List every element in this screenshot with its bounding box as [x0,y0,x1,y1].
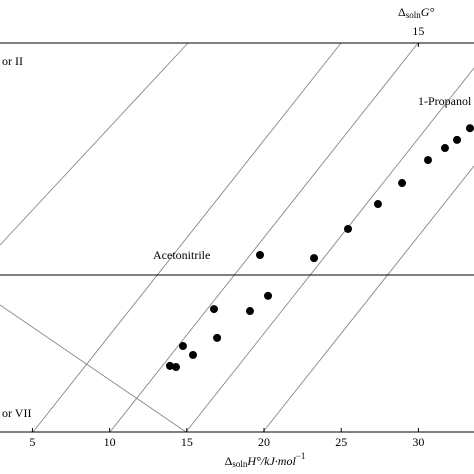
annotation: or II [2,54,23,68]
annotation: 1-Propanol [418,94,472,108]
x-tick-label: 30 [412,435,424,449]
data-point [423,156,432,165]
data-point [256,251,265,260]
guide-line [0,304,187,433]
data-point [172,363,181,372]
annotation: or VII [2,406,31,420]
data-point [245,307,254,316]
data-point [440,144,449,153]
data-point [453,135,462,144]
guide-line [185,67,474,433]
x2-axis-label: ΔsolnG° [398,5,434,20]
annotation: Acetonitrile [153,248,210,262]
guide-line [32,42,342,433]
data-point [344,224,353,233]
data-point [165,361,174,370]
x-tick-label: 20 [258,435,270,449]
data-point [398,179,407,188]
x-tick-label: 25 [335,435,347,449]
guide-line [109,42,419,433]
data-point [465,124,474,133]
data-point [213,333,222,342]
x-axis-label: ΔsolnH°/kJ·mol−1 [225,451,306,469]
data-point [373,200,382,209]
data-point [209,305,218,314]
x-tick-label: 15 [181,435,193,449]
data-point [188,350,197,359]
data-point [178,342,187,351]
guide-line [262,165,474,433]
x-tick-label: 5 [29,435,35,449]
data-point [310,254,319,263]
x-tick-label: 10 [104,435,116,449]
data-point [264,291,273,300]
guide-line [0,42,189,246]
x2-tick-label: 15 [412,24,424,38]
